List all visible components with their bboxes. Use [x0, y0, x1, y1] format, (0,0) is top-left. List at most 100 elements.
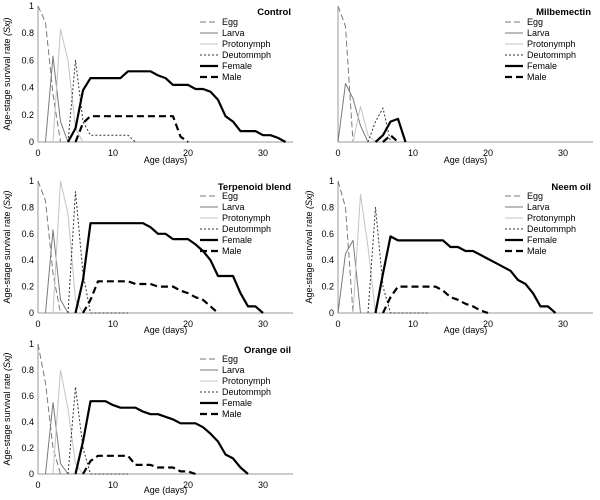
- y-tick-label: 0.6: [21, 229, 34, 239]
- y-axis-label: Age-stage survival rate (Sxj): [2, 190, 12, 303]
- series-line-egg: [37, 180, 61, 314]
- y-tick-label: 0.6: [321, 229, 334, 239]
- series-line-egg: [37, 5, 61, 143]
- legend-label-deutommph: Deutommph: [222, 50, 271, 60]
- x-axis-label: Age (days): [144, 325, 188, 335]
- x-tick-label: 10: [108, 480, 118, 490]
- series-line-female: [374, 235, 557, 314]
- series-line-egg: [337, 5, 354, 143]
- y-tick-label: 0.8: [321, 202, 334, 212]
- x-tick-label: 20: [183, 480, 193, 490]
- series-line-larva: [45, 229, 69, 314]
- series-line-larva: [337, 239, 361, 314]
- x-tick-label: 10: [108, 148, 118, 158]
- series-line-male: [74, 115, 189, 143]
- legend-label-deutommph: Deutommph: [527, 50, 576, 60]
- series-line-female: [374, 117, 407, 143]
- y-tick-label: 0.8: [21, 202, 34, 212]
- legend-label-larva: Larva: [222, 28, 245, 38]
- y-tick-label: 0.4: [21, 417, 34, 427]
- panel-title: Orange oil: [244, 345, 291, 356]
- y-tick-label: 1: [329, 176, 334, 186]
- panel-title: Control: [257, 7, 291, 18]
- legend-label-male: Male: [527, 246, 547, 256]
- y-tick-label: 0.2: [21, 282, 34, 292]
- y-tick-label: 0: [29, 469, 34, 479]
- x-tick-label: 30: [258, 148, 268, 158]
- x-tick-label: 10: [408, 148, 418, 158]
- y-tick-label: 0.2: [21, 443, 34, 453]
- legend-label-male: Male: [527, 72, 547, 82]
- legend-label-female: Female: [527, 235, 557, 245]
- y-axis-label: Age-stage survival rate (Sxj): [304, 190, 314, 303]
- legend-label-male: Male: [222, 72, 242, 82]
- x-tick-label: 30: [258, 480, 268, 490]
- y-tick-label: 0.6: [21, 391, 34, 401]
- legend-label-deutommph: Deutommph: [527, 224, 576, 234]
- y-tick-label: 0.2: [321, 282, 334, 292]
- legend-label-egg: Egg: [527, 191, 543, 201]
- series-line-female: [67, 70, 287, 143]
- legend-label-female: Female: [222, 235, 252, 245]
- legend-label-larva: Larva: [222, 365, 245, 375]
- legend-label-protonymph: Protonymph: [527, 39, 576, 49]
- series-line-protonymph: [52, 180, 84, 314]
- x-tick-label: 0: [35, 480, 40, 490]
- y-tick-label: 0.6: [21, 55, 34, 65]
- y-tick-label: 0.2: [21, 110, 34, 120]
- series-line-larva: [337, 83, 369, 143]
- legend-label-protonymph: Protonymph: [222, 376, 271, 386]
- legend-label-male: Male: [222, 246, 242, 256]
- series-line-male: [382, 134, 399, 143]
- legend-label-female: Female: [527, 61, 557, 71]
- legend-label-protonymph: Protonymph: [222, 213, 271, 223]
- x-tick-label: 0: [35, 319, 40, 329]
- series-line-female: [74, 222, 264, 314]
- y-tick-label: 0.8: [21, 28, 34, 38]
- y-tick-label: 0.4: [321, 255, 334, 265]
- x-axis-label: Age (days): [444, 155, 488, 165]
- y-tick-label: 0: [29, 308, 34, 318]
- series-line-deutommph: [67, 386, 128, 475]
- series-line-deutommph: [67, 191, 128, 314]
- x-tick-label: 20: [183, 319, 193, 329]
- x-axis-label: Age (days): [144, 155, 188, 165]
- legend-label-egg: Egg: [222, 191, 238, 201]
- y-axis-label: Age-stage survival rate (Sxj): [2, 17, 12, 130]
- y-tick-label: 0: [29, 137, 34, 147]
- legend-label-protonymph: Protonymph: [222, 39, 271, 49]
- series-line-male: [82, 280, 219, 314]
- legend-label-deutommph: Deutommph: [222, 224, 271, 234]
- series-line-egg: [337, 180, 354, 314]
- y-tick-label: 0: [329, 308, 334, 318]
- legend-label-male: Male: [222, 409, 242, 419]
- legend-label-egg: Egg: [527, 17, 543, 27]
- series-line-male: [382, 285, 489, 315]
- x-tick-label: 20: [183, 148, 193, 158]
- x-axis-label: Age (days): [144, 485, 188, 495]
- y-tick-label: 1: [29, 339, 34, 349]
- legend-label-larva: Larva: [527, 28, 550, 38]
- x-tick-label: 20: [483, 148, 493, 158]
- x-axis-label: Age (days): [444, 325, 488, 335]
- x-tick-label: 0: [35, 148, 40, 158]
- series-line-female: [74, 400, 249, 475]
- legend-label-protonymph: Protonymph: [527, 213, 576, 223]
- series-line-egg: [37, 343, 61, 475]
- panel-title: Terpenoid blend: [218, 182, 291, 193]
- y-axis-label: Age-stage survival rate (Sxj): [2, 352, 12, 465]
- panel-milbemectin: 0 10 20 30 Age (days) MilbemectinEggLarvaProt…: [335, 5, 593, 165]
- x-tick-label: 20: [483, 319, 493, 329]
- legend-label-female: Female: [222, 61, 252, 71]
- panel-title: Milbemectin: [536, 7, 591, 18]
